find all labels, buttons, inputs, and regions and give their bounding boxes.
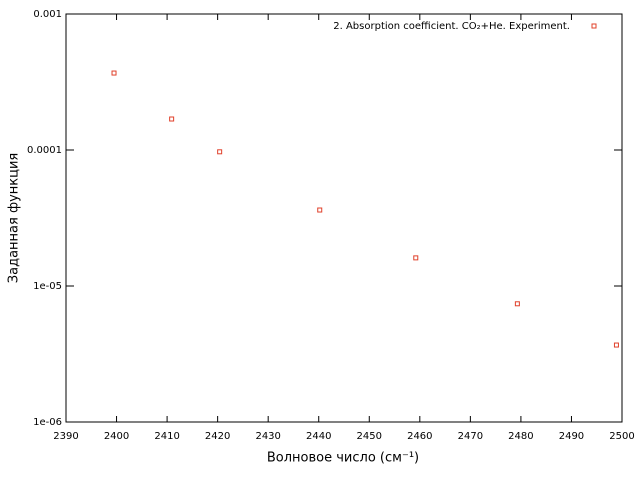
- y-tick-label: 1e-06: [33, 417, 62, 428]
- x-tick-label: 2410: [154, 431, 179, 442]
- x-tick-label: 2470: [458, 431, 483, 442]
- y-tick-label: 0.001: [33, 9, 62, 20]
- x-tick-label: 2450: [357, 431, 382, 442]
- x-tick-label: 2400: [104, 431, 129, 442]
- y-tick-label: 1e-05: [33, 281, 62, 292]
- legend-marker: [591, 23, 597, 29]
- x-tick-label: 2420: [205, 431, 230, 442]
- x-tick-label: 2390: [53, 431, 78, 442]
- plot-frame: [65, 13, 623, 423]
- y-tick-label: 0.0001: [27, 145, 62, 156]
- point: [413, 255, 419, 261]
- point: [169, 116, 175, 122]
- point: [217, 149, 223, 155]
- x-tick-label: 2460: [407, 431, 432, 442]
- x-tick-label: 2430: [255, 431, 280, 442]
- x-tick-label: 2440: [306, 431, 331, 442]
- y-axis-label: Заданная функция: [7, 153, 22, 283]
- x-tick-label: 2490: [559, 431, 584, 442]
- point: [111, 70, 117, 76]
- point: [514, 301, 520, 307]
- legend-label: 2. Absorption coefficient. CO₂+He. Exper…: [333, 21, 570, 32]
- x-tick-label: 2480: [508, 431, 533, 442]
- point: [613, 342, 619, 348]
- point: [317, 207, 323, 213]
- x-axis-label: Волновое число (см⁻¹): [267, 451, 419, 466]
- x-tick-label: 2500: [609, 431, 634, 442]
